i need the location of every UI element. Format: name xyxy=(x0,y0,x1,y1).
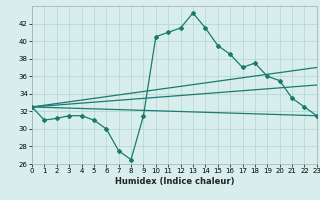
X-axis label: Humidex (Indice chaleur): Humidex (Indice chaleur) xyxy=(115,177,234,186)
